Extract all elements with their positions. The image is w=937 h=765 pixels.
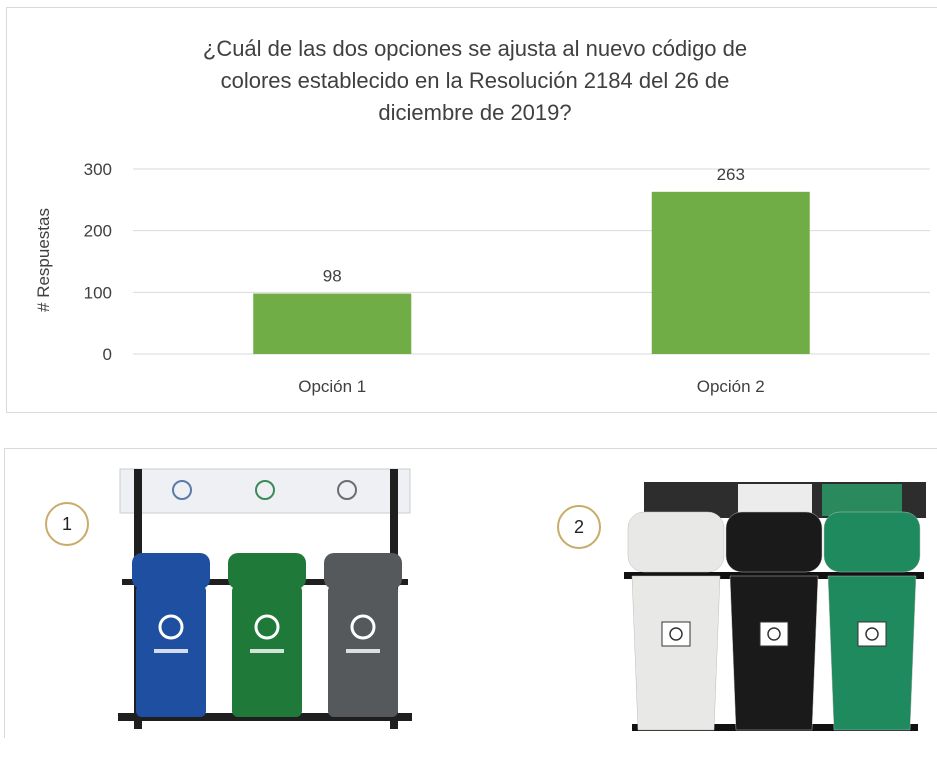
option-1-top-sign [119, 468, 411, 514]
y-tick-label: 200 [84, 222, 112, 241]
recycle-icon [350, 614, 376, 640]
data-label: 263 [717, 165, 745, 184]
option-2-bins-illustration [624, 482, 926, 731]
bin-lid [324, 553, 402, 589]
chart-title: ¿Cuál de las dos opciones se ajusta al n… [125, 33, 825, 129]
recycle-icon [669, 627, 683, 641]
y-tick-label: 0 [103, 345, 112, 364]
bin-text-line [250, 649, 284, 653]
frame-bar [624, 572, 924, 579]
bar-chart: 0 100 200 300 98 Opción 1 263 Opción 2 [84, 160, 930, 396]
bin-label-sticker [759, 621, 789, 647]
bar [651, 191, 810, 354]
bin-body [631, 575, 721, 731]
sign-label-panel [822, 484, 902, 516]
recycle-icon [254, 614, 280, 640]
chart-title-line-3: diciembre de 2019? [378, 100, 572, 125]
bin-swing-lid [725, 511, 823, 573]
bin-label-sticker [661, 621, 691, 647]
x-tick-label: Opción 2 [697, 377, 765, 396]
option-1-bins-illustration [118, 468, 412, 729]
x-tick-label: Opción 1 [298, 377, 366, 396]
sign-recycle-icon [337, 480, 357, 500]
bin-body [729, 575, 819, 731]
bin-swing-lid [823, 511, 921, 573]
sign-recycle-icon [255, 480, 275, 500]
option-2-number-badge: 2 [557, 505, 601, 549]
bin-lid [132, 553, 210, 589]
chart-title-line-2: colores establecido en la Resolución 218… [220, 68, 730, 93]
recycle-icon [158, 614, 184, 640]
sign-label-panel [738, 484, 812, 516]
bin-label-sticker [857, 621, 887, 647]
chart-title-line-1: ¿Cuál de las dos opciones se ajusta al n… [202, 36, 748, 61]
bin-swing-lid [627, 511, 725, 573]
option-1-number-badge: 1 [45, 502, 89, 546]
data-label: 98 [323, 267, 342, 286]
sign-recycle-icon [172, 480, 192, 500]
bin-text-line [154, 649, 188, 653]
bin-text-line [346, 649, 380, 653]
recycle-icon [865, 627, 879, 641]
bin-lid [228, 553, 306, 589]
bin-body [827, 575, 917, 731]
y-tick-label: 300 [84, 160, 112, 179]
y-tick-label: 100 [84, 283, 112, 302]
bar [253, 293, 412, 354]
recycle-icon [767, 627, 781, 641]
